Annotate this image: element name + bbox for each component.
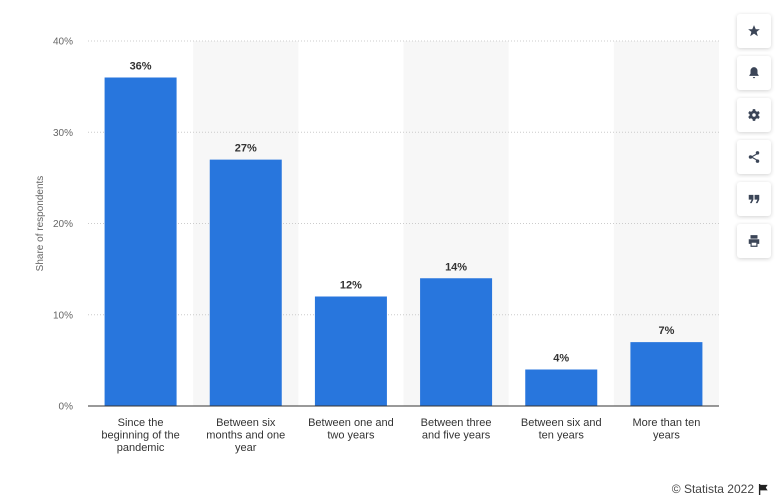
notification-button[interactable] (737, 56, 771, 90)
print-button[interactable] (737, 224, 771, 258)
y-tick-label: 0% (59, 402, 74, 413)
data-label: 7% (658, 325, 674, 337)
y-tick-label: 40% (53, 37, 73, 48)
favorite-button[interactable] (737, 14, 771, 48)
x-tick-label: Between three and five years (421, 417, 492, 442)
toolbar (737, 14, 771, 258)
bar (525, 369, 598, 406)
credit[interactable]: © Statista 2022 (672, 482, 769, 496)
x-tick-label: Between six months and one year (206, 417, 285, 454)
bar (420, 278, 493, 406)
y-tick-label: 10% (53, 310, 73, 321)
flag-icon (758, 483, 768, 495)
data-label: 12% (340, 280, 362, 292)
bell-icon (749, 67, 759, 79)
bar (104, 77, 177, 406)
gear-icon (748, 109, 760, 121)
credit-text: © Statista 2022 (671, 482, 754, 496)
quote-icon (748, 194, 760, 204)
print-icon (748, 235, 760, 247)
bar-chart: 0% 10% 20% 30% 40% Share of respondents 36% Sin… (35, 37, 719, 454)
share-button[interactable] (737, 140, 771, 174)
data-label: 14% (445, 261, 467, 273)
x-tick-label: Between six and ten years (521, 417, 602, 442)
y-axis-title: Share of respondents (35, 176, 46, 272)
cite-button[interactable] (737, 182, 771, 216)
x-tick-label: Since the beginning of the pandemic (101, 417, 179, 454)
data-label: 27% (235, 143, 257, 155)
data-label: 36% (130, 61, 152, 73)
x-tick-label: More than ten years (632, 417, 700, 442)
bar (314, 296, 387, 406)
bar (630, 342, 703, 406)
y-tick-label: 30% (53, 128, 73, 139)
share-icon (748, 151, 760, 163)
bar (209, 159, 282, 406)
settings-button[interactable] (737, 98, 771, 132)
y-tick-label: 20% (53, 219, 73, 230)
x-tick-label: Between one and two years (308, 417, 394, 442)
star-icon (748, 25, 760, 37)
data-label: 4% (553, 353, 569, 365)
